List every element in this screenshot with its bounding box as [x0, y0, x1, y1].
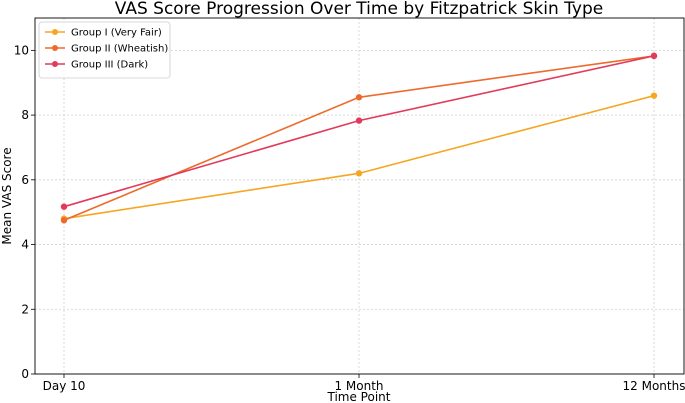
- y-tick-label: 0: [21, 367, 29, 381]
- legend-marker: [52, 45, 58, 51]
- legend-box: [38, 21, 171, 79]
- y-tick-label: 10: [14, 43, 29, 57]
- legend-label: Group II (Wheatish): [71, 44, 168, 55]
- y-tick-label: 6: [21, 173, 29, 187]
- x-tick-label: 1 Month: [334, 379, 383, 393]
- x-tick-label: Day 10: [43, 379, 86, 393]
- legend-marker: [52, 29, 58, 35]
- plot-frame: [34, 17, 685, 375]
- x-tick-label: 12 Months: [623, 379, 685, 393]
- legend: Group I (Very Fair) Group II (Wheatish) Gr…: [38, 21, 171, 79]
- x-axis-label: Time Point: [327, 390, 391, 403]
- y-tick-label: 2: [21, 302, 29, 316]
- legend-label: Group I (Very Fair): [71, 28, 162, 39]
- data-point: [650, 52, 658, 60]
- chart-title: VAS Score Progression Over Time by Fitzp…: [115, 0, 603, 19]
- data-point: [355, 117, 363, 124]
- series-lines: [60, 52, 658, 224]
- data-point: [60, 217, 68, 224]
- y-axis-label: Mean VAS Score: [0, 147, 14, 244]
- y-tick-label: 4: [21, 238, 29, 252]
- data-point: [355, 170, 363, 177]
- axes: 0 2 4 6 8 10 Day 10 1 Month 12 Months: [14, 17, 685, 393]
- y-tick-label: 8: [21, 108, 29, 122]
- data-point: [60, 203, 68, 210]
- data-point: [355, 94, 363, 101]
- data-point: [650, 92, 658, 99]
- legend-label: Group III (Dark): [71, 60, 148, 71]
- legend-marker: [52, 61, 58, 67]
